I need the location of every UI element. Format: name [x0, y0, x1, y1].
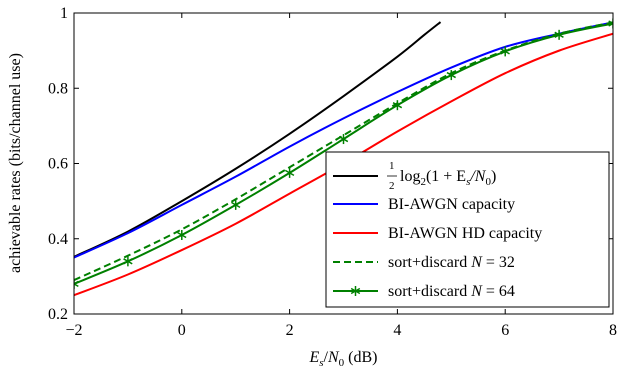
- series-4-marker: [608, 18, 613, 29]
- legend-label-sort-32: sort+discard N = 32: [388, 254, 515, 271]
- x-tick-label: 4: [393, 322, 401, 339]
- y-tick-label: 0.4: [48, 231, 68, 248]
- legend-label-shannon: 1 2 log2(1 + Es/N0): [389, 156, 496, 193]
- ticks-layer: −2 0 2 4 6 8 0.2 0.4 0.6 0.8 1: [48, 5, 617, 339]
- legend-entry-shannon: 1 2 log2(1 + Es/N0): [333, 156, 496, 193]
- series-line-3: [74, 21, 613, 282]
- y-tick-label: 1: [60, 5, 68, 22]
- legend-entry-bi-awgn-hd: BI-AWGN HD capacity: [333, 225, 542, 242]
- x-tick-label: 6: [501, 322, 509, 339]
- x-tick-label: 0: [178, 322, 186, 339]
- legend-label-bi-awgn: BI-AWGN capacity: [388, 196, 515, 213]
- y-tick-label: 0.6: [48, 156, 68, 173]
- series-4-marker: [338, 134, 349, 145]
- series-4-marker: [230, 199, 241, 210]
- series-4-marker: [284, 167, 295, 178]
- series-4-marker: [446, 70, 457, 81]
- y-tick-label: 0.8: [48, 80, 68, 97]
- y-tick-label: 0.2: [48, 306, 68, 323]
- series-4-marker: [500, 46, 510, 57]
- series-4-marker: [74, 278, 79, 289]
- legend-label-sort-64: sort+discard N = 64: [388, 283, 515, 300]
- series-4-marker: [554, 29, 564, 40]
- series-4-marker: [177, 229, 187, 240]
- series-4-marker: [123, 256, 133, 267]
- legend-box: [325, 151, 610, 308]
- legend-label-bi-awgn-hd: BI-AWGN HD capacity: [388, 225, 542, 242]
- legend-entry-sort-64: sort+discard N = 64: [333, 283, 515, 300]
- legend-entry-sort-32: sort+discard N = 32: [333, 254, 515, 271]
- x-tick-label: −2: [65, 322, 82, 339]
- legend-marker-sort-64: [350, 286, 361, 296]
- series-line-0: [74, 21, 442, 258]
- x-axis-title: Es/N0 (dB): [308, 349, 377, 369]
- legend-entry-bi-awgn: BI-AWGN capacity: [333, 196, 515, 213]
- legend: 1 2 log2(1 + Es/N0) BI-AWGN capacity BI-…: [325, 151, 610, 308]
- series-4-marker: [392, 100, 403, 111]
- series-line-1: [74, 21, 613, 259]
- x-tick-label: 8: [609, 322, 617, 339]
- y-axis-title: achievable rates (bits/channel use): [7, 53, 24, 273]
- x-tick-label: 2: [286, 322, 294, 339]
- legend-star-mark: [350, 286, 361, 296]
